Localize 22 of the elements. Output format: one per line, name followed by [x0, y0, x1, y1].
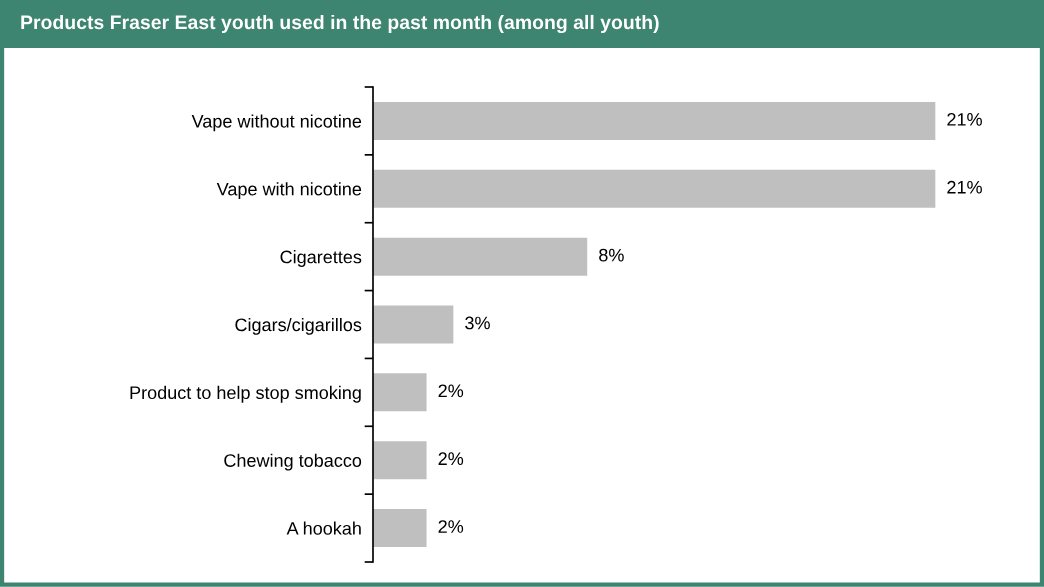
y-tick-label: A hookah	[286, 521, 361, 535]
data-label: 2%	[438, 452, 464, 465]
data-label: 21%	[947, 112, 982, 126]
bar	[373, 169, 936, 208]
y-tick-label: Chewing tobacco	[224, 453, 362, 471]
bar	[373, 305, 454, 344]
y-tick-label: Cigarettes	[280, 250, 362, 267]
bar	[373, 373, 427, 412]
bar	[373, 509, 427, 548]
y-tick-label: Vape without nicotine	[191, 114, 362, 132]
bar	[373, 237, 588, 276]
data-label: 3%	[465, 316, 490, 330]
data-label: 21%	[947, 180, 982, 194]
y-tick-label: Product to help stop smoking	[130, 385, 361, 403]
y-tick-label: Cigars/cigarillos	[235, 317, 362, 335]
chart-title: Products Fraser East youth used in the past month (among all youth)	[21, 14, 659, 34]
y-tick-label: Vape with nicotine	[216, 182, 362, 200]
bar	[373, 441, 427, 480]
data-label: 8%	[599, 248, 624, 262]
data-label: 2%	[438, 520, 464, 533]
data-label: 2%	[438, 384, 464, 398]
bar	[373, 101, 936, 140]
